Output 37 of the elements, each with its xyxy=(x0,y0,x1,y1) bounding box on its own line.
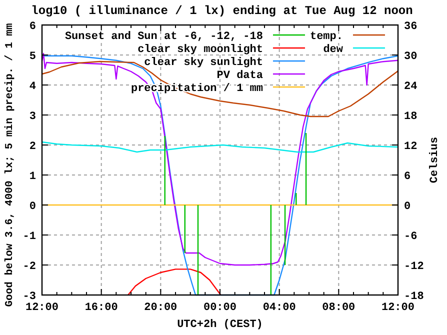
y-tick-label: 6 xyxy=(29,21,36,33)
y2-tick-label: 18 xyxy=(404,111,418,123)
y-tick-label: 2 xyxy=(29,141,36,153)
x-tick-label: 12:00 xyxy=(381,302,415,314)
legend-label: PV data xyxy=(216,70,264,82)
y2-tick-label: -12 xyxy=(404,261,424,273)
y-tick-label: -3 xyxy=(22,291,36,303)
y2-tick-label: 30 xyxy=(404,51,418,63)
legend-label: dew xyxy=(323,44,344,56)
y-tick-label: 1 xyxy=(29,171,36,183)
y2-axis-title: Celsius xyxy=(429,136,441,184)
x-tick-label: 04:00 xyxy=(262,302,296,314)
y2-tick-label: 6 xyxy=(404,171,411,183)
y-axis-title: Good below 3.6, 4000 lx; 5 min precip. / 1 mm xyxy=(4,23,16,307)
legend-label: temp. xyxy=(310,31,343,43)
y2-tick-label: -6 xyxy=(404,231,418,243)
y2-tick-label: 0 xyxy=(404,201,411,213)
y2-tick-label: 24 xyxy=(404,81,418,93)
y-tick-label: -2 xyxy=(22,261,36,273)
y2-tick-label: 36 xyxy=(404,21,418,33)
legend-label: Sunset and Sun at -6, -12, -18 xyxy=(64,31,264,43)
legend-label: clear sky moonlight xyxy=(138,44,263,56)
x-tick-label: 20:00 xyxy=(144,302,178,314)
x-axis-title: UTC+2h (CEST) xyxy=(177,319,263,331)
y2-tick-label: -18 xyxy=(404,291,424,303)
x-tick-label: 12:00 xyxy=(25,302,59,314)
y-tick-label: 3 xyxy=(29,111,36,123)
x-tick-label: 08:00 xyxy=(322,302,356,314)
y-tick-label: -1 xyxy=(22,231,36,243)
chart-title: log10 ( illuminance / 1 lx) ending at Tue Aug 12 noon xyxy=(31,4,413,18)
legend-label: clear sky sunlight xyxy=(144,57,263,69)
y-tick-label: 4 xyxy=(29,81,36,93)
y2-tick-label: 12 xyxy=(404,141,418,153)
x-tick-label: 00:00 xyxy=(203,302,237,314)
y-tick-label: 0 xyxy=(29,201,36,213)
y-tick-label: 5 xyxy=(29,51,36,63)
x-tick-label: 16:00 xyxy=(84,302,118,314)
